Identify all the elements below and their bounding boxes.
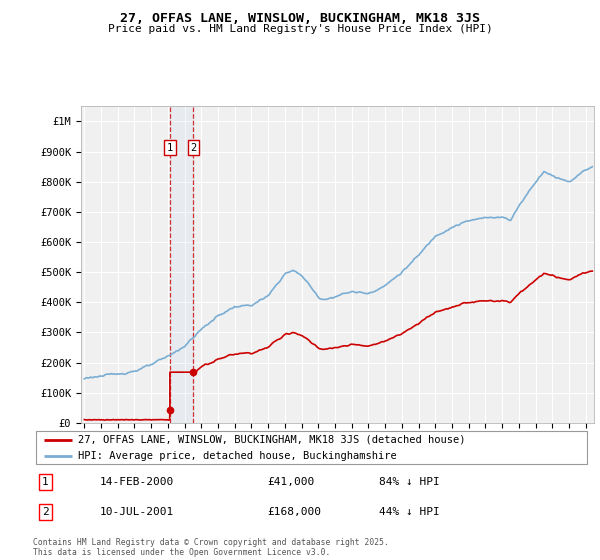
Text: 44% ↓ HPI: 44% ↓ HPI (379, 507, 440, 517)
Text: 27, OFFAS LANE, WINSLOW, BUCKINGHAM, MK18 3JS (detached house): 27, OFFAS LANE, WINSLOW, BUCKINGHAM, MK1… (77, 435, 465, 445)
Bar (170, 106, 193, 423)
Text: HPI: Average price, detached house, Buckinghamshire: HPI: Average price, detached house, Buck… (77, 451, 397, 461)
Text: 2: 2 (190, 143, 197, 152)
Text: £168,000: £168,000 (268, 507, 322, 517)
Text: £41,000: £41,000 (268, 477, 314, 487)
Text: 1: 1 (167, 143, 173, 152)
Text: Price paid vs. HM Land Registry's House Price Index (HPI): Price paid vs. HM Land Registry's House … (107, 24, 493, 34)
Text: 84% ↓ HPI: 84% ↓ HPI (379, 477, 440, 487)
Text: Contains HM Land Registry data © Crown copyright and database right 2025.
This d: Contains HM Land Registry data © Crown c… (33, 538, 389, 557)
FancyBboxPatch shape (36, 431, 587, 464)
Text: 2: 2 (42, 507, 49, 517)
Text: 14-FEB-2000: 14-FEB-2000 (100, 477, 174, 487)
Text: 27, OFFAS LANE, WINSLOW, BUCKINGHAM, MK18 3JS: 27, OFFAS LANE, WINSLOW, BUCKINGHAM, MK1… (120, 12, 480, 25)
Text: 10-JUL-2001: 10-JUL-2001 (100, 507, 174, 517)
Text: 1: 1 (42, 477, 49, 487)
